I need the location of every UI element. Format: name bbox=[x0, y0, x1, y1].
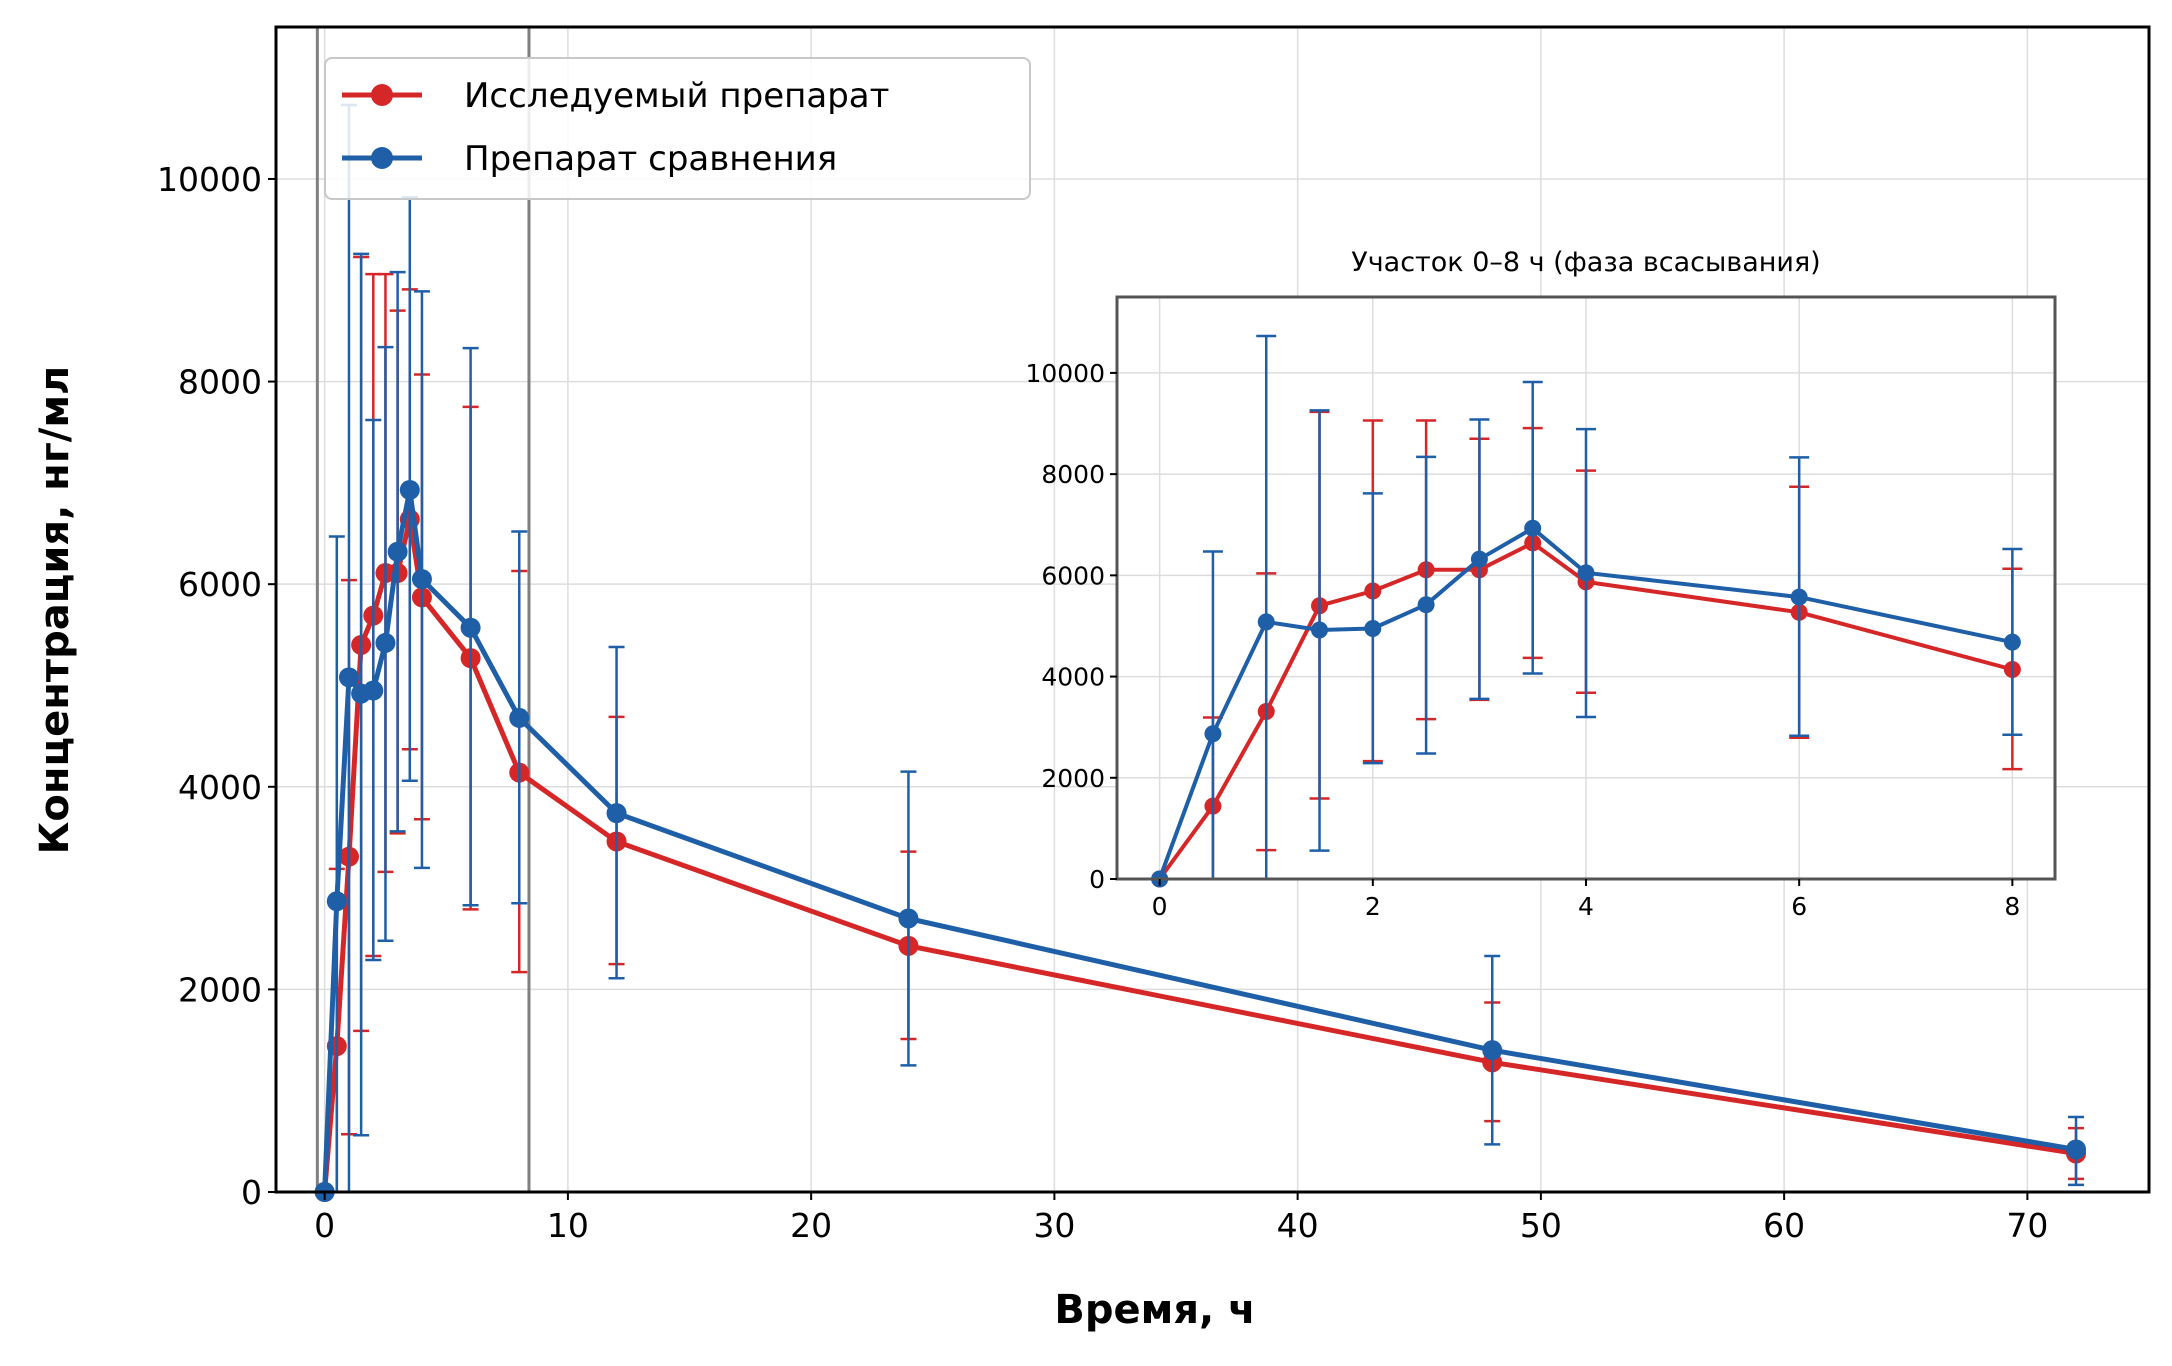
main-plot-frame bbox=[274, 25, 2151, 1194]
main-y-tick-label: 4000 bbox=[178, 768, 262, 807]
main-x-tick-label: 70 bbox=[2006, 1206, 2048, 1245]
legend-label-reference: Препарат сравнения bbox=[464, 139, 837, 179]
inset-point-reference bbox=[1577, 564, 1595, 582]
legend-label-test: Исследуемый препарат bbox=[464, 76, 889, 116]
inset-x-tick-label: 6 bbox=[1791, 892, 1807, 921]
absorption-window-highlight bbox=[315, 27, 531, 1192]
main-point-reference bbox=[460, 617, 481, 638]
x-axis-title: Время, ч bbox=[1054, 1287, 1255, 1333]
main-x-tick-label: 0 bbox=[314, 1206, 335, 1245]
main-point-reference bbox=[375, 632, 396, 653]
inset-y-tick-label: 6000 bbox=[1041, 561, 1105, 590]
main-x-tick-label: 30 bbox=[1033, 1206, 1075, 1245]
y-axis-title: Концентрация, нг/мл bbox=[32, 366, 78, 855]
inset-y-tick-label: 10000 bbox=[1025, 359, 1105, 388]
inset-point-reference bbox=[1311, 621, 1329, 639]
inset-point-reference bbox=[1204, 725, 1222, 743]
inset-point-reference bbox=[1470, 550, 1488, 568]
inset-point-reference bbox=[1364, 619, 1382, 637]
inset-y-tick-label: 2000 bbox=[1041, 764, 1105, 793]
main-x-tick-label: 40 bbox=[1277, 1206, 1319, 1245]
main-point-reference bbox=[898, 908, 919, 929]
main-series-reference bbox=[314, 103, 2087, 1202]
inset-y-tick-label: 0 bbox=[1089, 865, 1105, 894]
main-point-reference bbox=[399, 479, 420, 500]
inset-x-tick-label: 8 bbox=[2004, 892, 2020, 921]
main-point-reference bbox=[509, 707, 530, 728]
main-point-reference bbox=[338, 667, 359, 688]
main-y-tick-label: 10000 bbox=[157, 160, 262, 199]
inset-point-reference bbox=[1524, 519, 1542, 537]
inset-point-reference bbox=[1790, 588, 1808, 606]
inset-y-tick-label: 8000 bbox=[1041, 460, 1105, 489]
main-x-tick-label: 20 bbox=[790, 1206, 832, 1245]
main-x-tick-label: 60 bbox=[1763, 1206, 1805, 1245]
main-point-reference bbox=[326, 891, 347, 912]
inset-x-tick-label: 4 bbox=[1578, 892, 1594, 921]
inset-point-reference bbox=[2003, 633, 2021, 651]
main-point-reference bbox=[1482, 1040, 1503, 1061]
inset-x-tick-label: 2 bbox=[1365, 892, 1381, 921]
inset-point-reference bbox=[1257, 613, 1275, 631]
main-y-tick-label: 6000 bbox=[178, 565, 262, 604]
inset-series-reference bbox=[1149, 334, 2023, 888]
inset-title: Участок 0–8 ч (фаза всасывания) bbox=[1351, 247, 1820, 278]
main-x-tick-label: 10 bbox=[547, 1206, 589, 1245]
main-series-layer bbox=[314, 103, 2087, 1202]
main-point-reference bbox=[411, 569, 432, 590]
legend-marker-reference bbox=[371, 147, 393, 169]
inset-series-layer bbox=[1149, 334, 2023, 888]
inset-x-tick-label: 0 bbox=[1152, 892, 1168, 921]
inset-point-reference bbox=[1417, 596, 1435, 614]
inset-axis-ticks: 0 2 4 6 8 0 2000 4000 6000 8000 10000 bbox=[1025, 359, 2020, 921]
main-point-reference bbox=[387, 541, 408, 562]
main-point-reference bbox=[606, 803, 627, 824]
main-y-tick-label: 8000 bbox=[178, 363, 262, 402]
main-axes-border bbox=[274, 25, 2151, 1194]
legend: Исследуемый препарат Препарат сравнения bbox=[324, 57, 1031, 200]
main-point-reference bbox=[2066, 1139, 2087, 1160]
main-y-tick-label: 0 bbox=[241, 1173, 262, 1212]
main-point-reference bbox=[363, 680, 384, 701]
legend-marker-test bbox=[371, 84, 393, 106]
inset-chart: 0 2 4 6 8 0 2000 4000 6000 8000 10000 Участок 0–8 … bbox=[1025, 247, 2057, 921]
legend-box bbox=[324, 57, 1031, 200]
inset-y-tick-label: 4000 bbox=[1041, 663, 1105, 692]
main-x-tick-label: 50 bbox=[1520, 1206, 1562, 1245]
main-y-tick-label: 2000 bbox=[178, 970, 262, 1009]
